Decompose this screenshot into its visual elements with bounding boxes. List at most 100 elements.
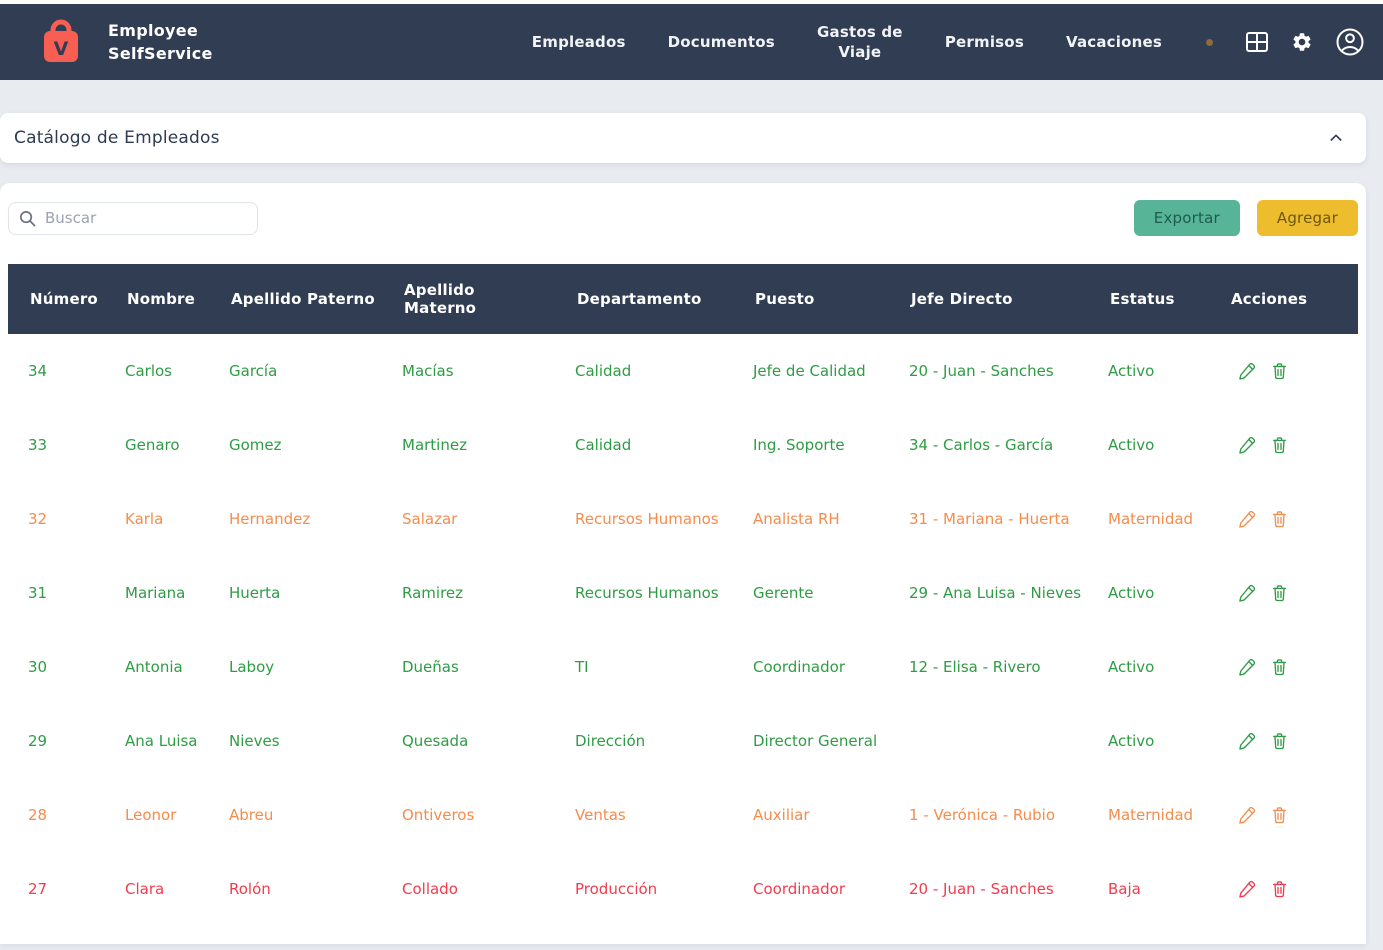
add-button[interactable]: Agregar <box>1256 200 1358 236</box>
navbar-icons <box>1196 27 1365 57</box>
table-row: 31 Mariana Huerta Ramirez Recursos Human… <box>8 556 1358 630</box>
delete-icon[interactable] <box>1270 435 1289 455</box>
cell-puesto: Coordinador <box>733 852 889 926</box>
table-row: 28 Leonor Abreu Ontiveros Ventas Auxilia… <box>8 778 1358 852</box>
grid-icon[interactable] <box>1245 31 1269 53</box>
delete-icon[interactable] <box>1270 509 1289 529</box>
table-body: 34 Carlos García Macías Calidad Jefe de … <box>8 334 1358 926</box>
col-apellido-paterno: Apellido Paterno <box>209 264 382 334</box>
mexico-flag-icon[interactable] <box>1196 33 1223 51</box>
nav-item-vacaciones[interactable]: Vacaciones <box>1065 33 1162 51</box>
nav-item-permisos[interactable]: Permisos <box>944 33 1024 51</box>
cell-nombre: Leonor <box>105 778 209 852</box>
cell-acciones <box>1209 556 1358 630</box>
cell-departamento: Producción <box>555 852 733 926</box>
edit-icon[interactable] <box>1237 583 1257 603</box>
cell-numero: 29 <box>8 704 105 778</box>
cell-jefe-directo: 20 - Juan - Sanches <box>889 334 1088 408</box>
cell-departamento: TI <box>555 630 733 704</box>
cell-acciones <box>1209 778 1358 852</box>
brand: V Employee SelfService <box>40 18 213 66</box>
cell-nombre: Genaro <box>105 408 209 482</box>
col-estatus: Estatus <box>1088 264 1209 334</box>
cell-jefe-directo: 1 - Verónica - Rubio <box>889 778 1088 852</box>
delete-icon[interactable] <box>1270 805 1289 825</box>
cell-jefe-directo <box>889 704 1088 778</box>
page-title: Catálogo de Empleados <box>14 128 220 148</box>
edit-icon[interactable] <box>1237 509 1257 529</box>
cell-departamento: Ventas <box>555 778 733 852</box>
col-acciones: Acciones <box>1209 264 1358 334</box>
gear-icon[interactable] <box>1291 31 1313 53</box>
nav-item-documentos[interactable]: Documentos <box>667 33 775 51</box>
cell-apellido-paterno: Abreu <box>209 778 382 852</box>
table-row: 29 Ana Luisa Nieves Quesada Dirección Di… <box>8 704 1358 778</box>
cell-estatus: Activo <box>1088 704 1209 778</box>
toolbar-buttons: Exportar Agregar <box>1133 200 1358 236</box>
cell-puesto: Ing. Soporte <box>733 408 889 482</box>
navbar: V Employee SelfService Empleados Documen… <box>0 4 1383 80</box>
cell-apellido-materno: Quesada <box>382 704 555 778</box>
edit-icon[interactable] <box>1237 657 1257 677</box>
panel-body: Exportar Agregar Número Nombre Apellido … <box>0 183 1366 944</box>
edit-icon[interactable] <box>1237 805 1257 825</box>
page-top-edge <box>0 0 1383 4</box>
edit-icon[interactable] <box>1237 731 1257 751</box>
cell-puesto: Coordinador <box>733 630 889 704</box>
account-icon[interactable] <box>1335 27 1365 57</box>
cell-puesto: Director General <box>733 704 889 778</box>
cell-puesto: Gerente <box>733 556 889 630</box>
cell-numero: 32 <box>8 482 105 556</box>
table-row: 27 Clara Rolón Collado Producción Coordi… <box>8 852 1358 926</box>
cell-acciones <box>1209 704 1358 778</box>
col-numero: Número <box>8 264 105 334</box>
app-title: Employee SelfService <box>108 20 213 63</box>
table-row: 30 Antonia Laboy Dueñas TI Coordinador 1… <box>8 630 1358 704</box>
col-jefe-directo: Jefe Directo <box>889 264 1088 334</box>
cell-nombre: Carlos <box>105 334 209 408</box>
col-puesto: Puesto <box>733 264 889 334</box>
col-departamento: Departamento <box>555 264 733 334</box>
delete-icon[interactable] <box>1270 731 1289 751</box>
cell-apellido-materno: Macías <box>382 334 555 408</box>
nav-item-gastos-de-viaje[interactable]: Gastos de Viaje <box>816 22 903 61</box>
search-input[interactable] <box>8 201 258 235</box>
cell-puesto: Auxiliar <box>733 778 889 852</box>
table-header: Número Nombre Apellido Paterno Apellido … <box>8 264 1358 334</box>
cell-apellido-materno: Salazar <box>382 482 555 556</box>
col-nombre: Nombre <box>105 264 209 334</box>
delete-icon[interactable] <box>1270 879 1289 899</box>
cell-acciones <box>1209 630 1358 704</box>
cell-nombre: Karla <box>105 482 209 556</box>
col-apellido-materno: Apellido Materno <box>382 264 555 334</box>
cell-estatus: Activo <box>1088 556 1209 630</box>
cell-jefe-directo: 12 - Elisa - Rivero <box>889 630 1088 704</box>
cell-estatus: Activo <box>1088 334 1209 408</box>
cell-jefe-directo: 34 - Carlos - García <box>889 408 1088 482</box>
panel-header[interactable]: Catálogo de Empleados <box>0 113 1366 163</box>
table-row: 33 Genaro Gomez Martinez Calidad Ing. So… <box>8 408 1358 482</box>
cell-apellido-paterno: Nieves <box>209 704 382 778</box>
cell-estatus: Activo <box>1088 630 1209 704</box>
cell-departamento: Recursos Humanos <box>555 556 733 630</box>
nav-item-empleados[interactable]: Empleados <box>531 33 626 51</box>
table-row: 34 Carlos García Macías Calidad Jefe de … <box>8 334 1358 408</box>
cell-apellido-materno: Martinez <box>382 408 555 482</box>
delete-icon[interactable] <box>1270 361 1289 381</box>
cell-apellido-paterno: Hernandez <box>209 482 382 556</box>
app-logo-icon: V <box>40 18 82 66</box>
cell-puesto: Analista RH <box>733 482 889 556</box>
cell-departamento: Calidad <box>555 334 733 408</box>
cell-estatus: Baja <box>1088 852 1209 926</box>
export-button[interactable]: Exportar <box>1133 200 1240 236</box>
cell-jefe-directo: 20 - Juan - Sanches <box>889 852 1088 926</box>
chevron-up-icon[interactable] <box>1328 130 1344 146</box>
delete-icon[interactable] <box>1270 583 1289 603</box>
edit-icon[interactable] <box>1237 879 1257 899</box>
edit-icon[interactable] <box>1237 361 1257 381</box>
edit-icon[interactable] <box>1237 435 1257 455</box>
cell-numero: 31 <box>8 556 105 630</box>
cell-estatus: Maternidad <box>1088 778 1209 852</box>
employees-table: Número Nombre Apellido Paterno Apellido … <box>8 264 1358 926</box>
delete-icon[interactable] <box>1270 657 1289 677</box>
